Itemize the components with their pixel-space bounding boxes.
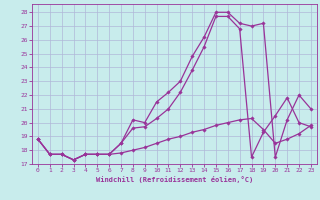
X-axis label: Windchill (Refroidissement éolien,°C): Windchill (Refroidissement éolien,°C) bbox=[96, 176, 253, 183]
